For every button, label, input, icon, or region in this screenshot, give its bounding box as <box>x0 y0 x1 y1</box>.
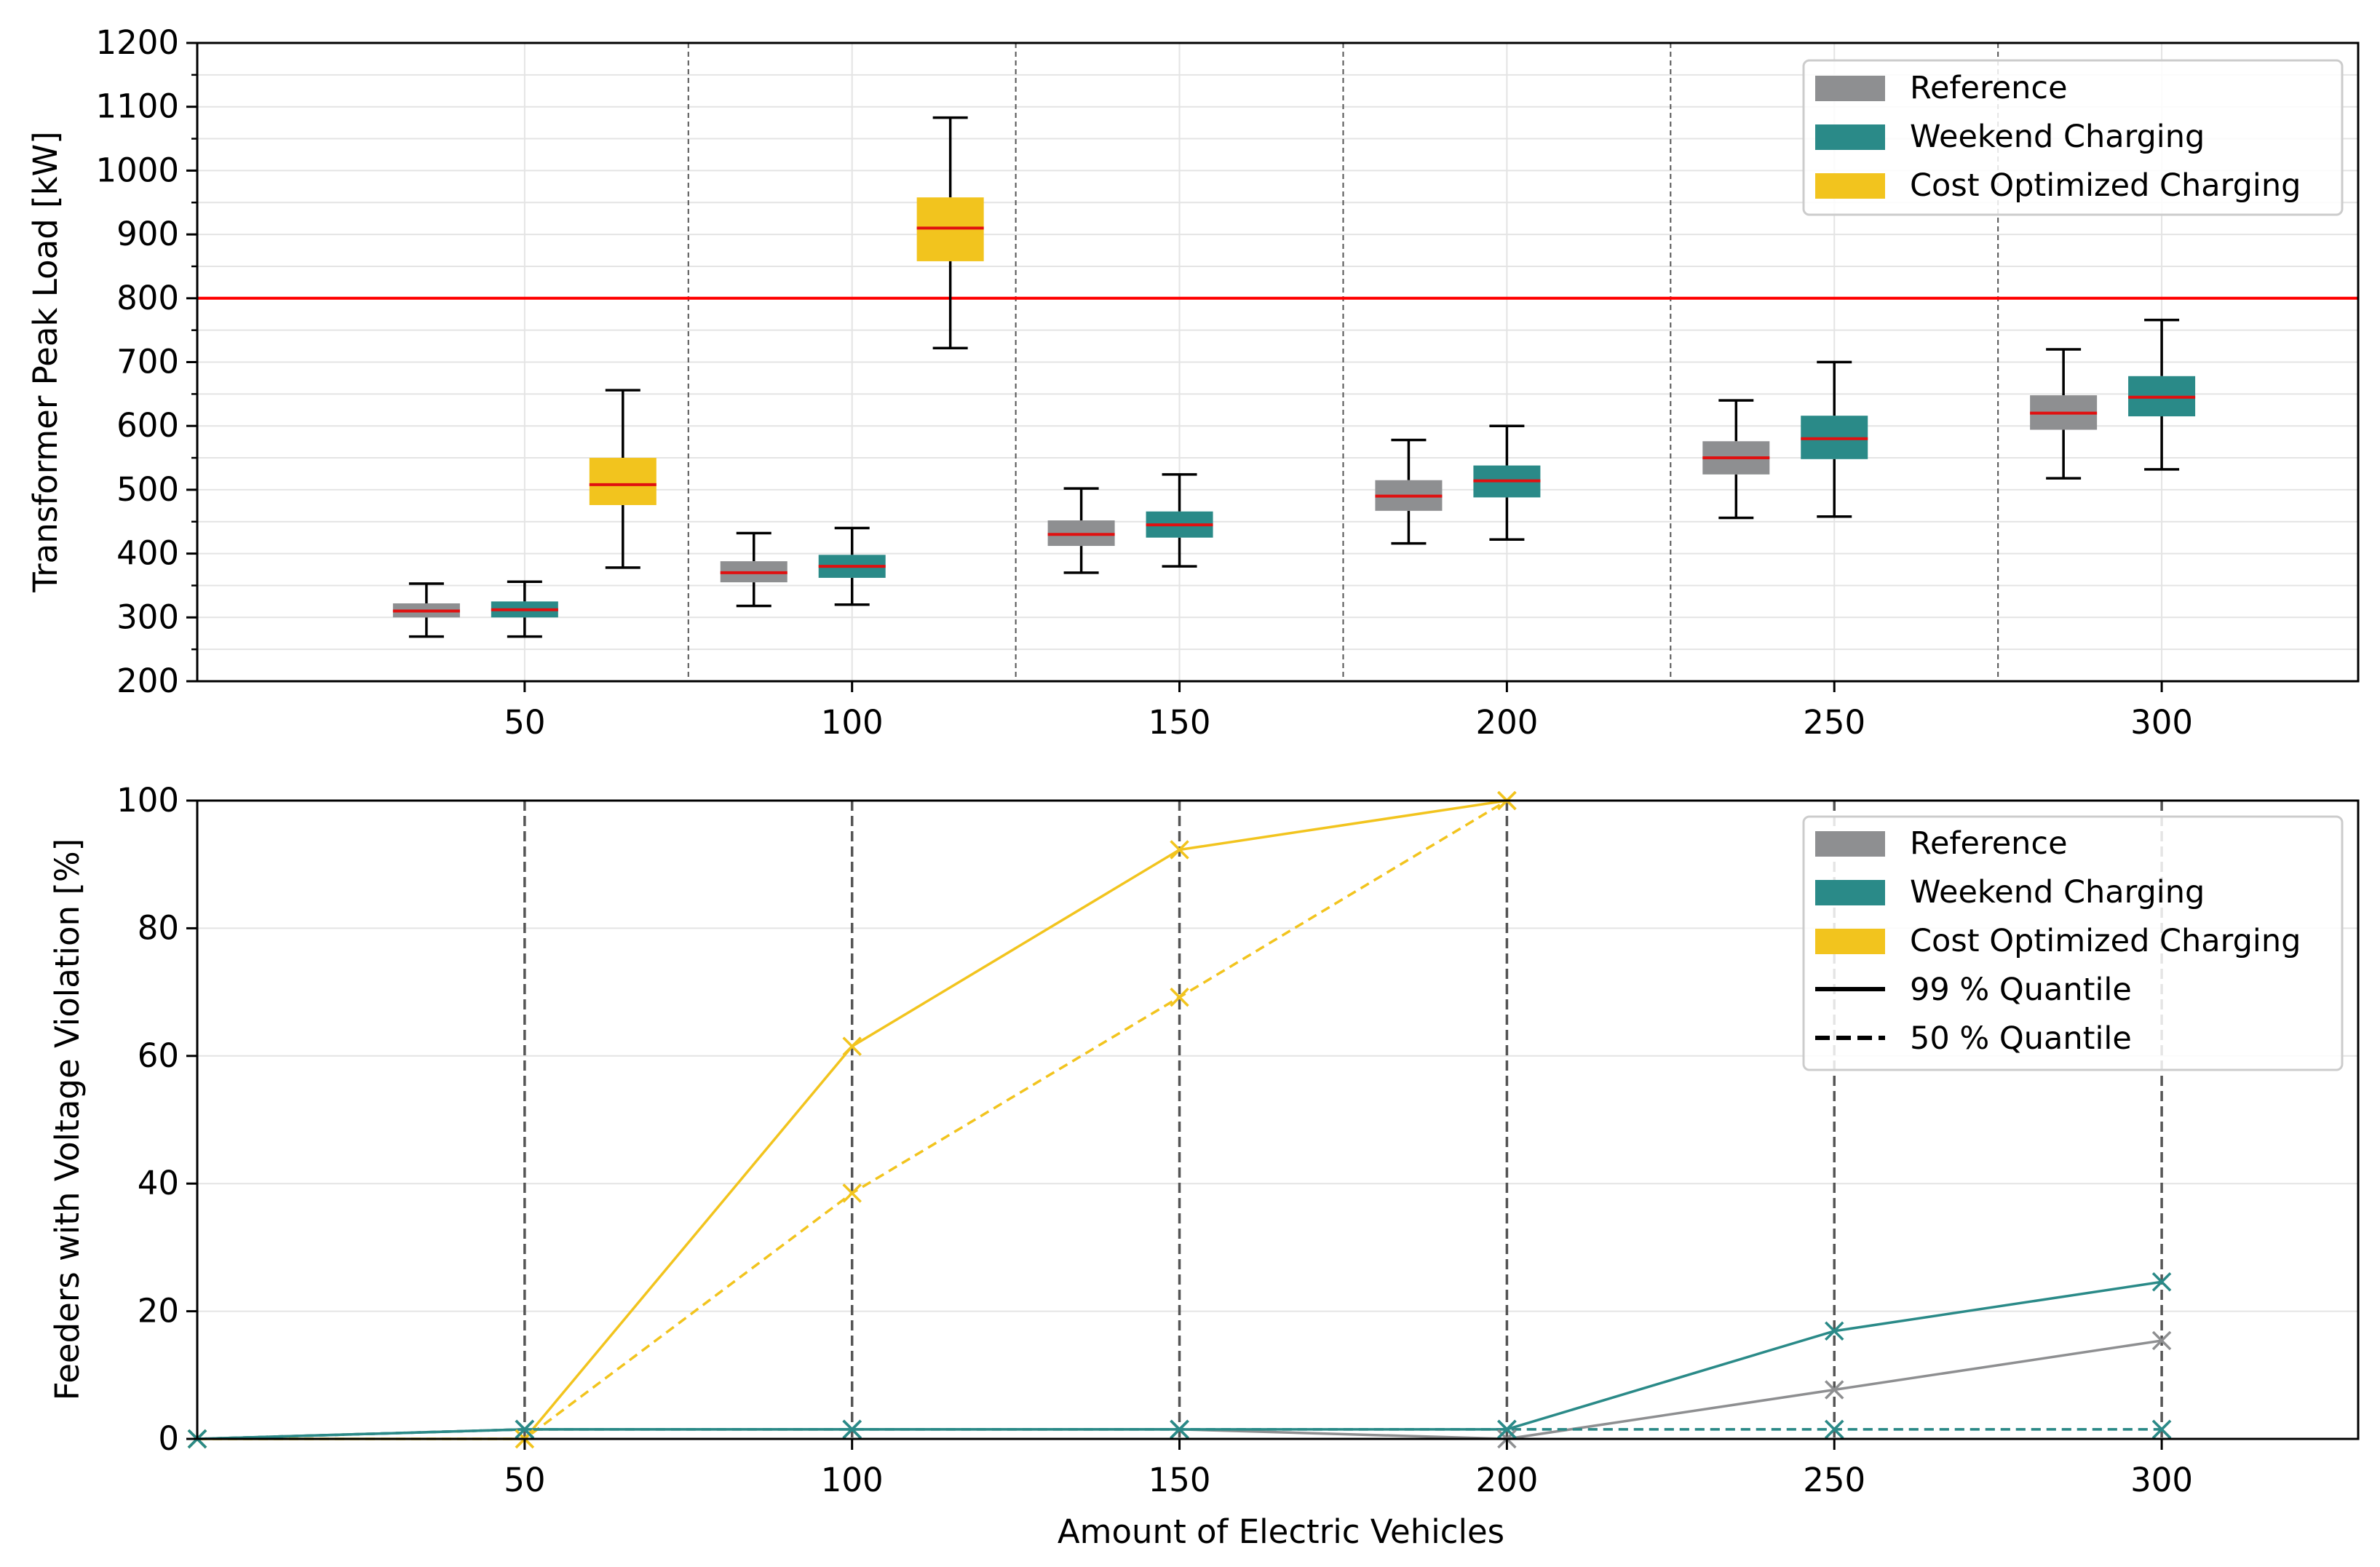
bottom-y-tick-label: 100 <box>116 781 179 820</box>
box-weekend-charging-200 <box>1473 424 1541 541</box>
bottom-axes-frame <box>196 799 2360 1440</box>
top-y-tick-label: 200 <box>116 662 179 700</box>
x-axis-label: Amount of Electric Vehicles <box>1058 1512 1504 1551</box>
marker-x <box>1170 1419 1189 1440</box>
legend-swatch-weekend <box>1815 124 1885 150</box>
bottom-x-tick-label: 250 <box>1803 1461 1865 1499</box>
box-reference-185 <box>1375 438 1443 545</box>
top-x-tick-label: 200 <box>1475 703 1538 742</box>
legend-label-cost: Cost Optimized Charging <box>1910 923 2301 959</box>
top-y-ticks: 200 300 400 500 600 700 800 900 1000 1100 1200 <box>95 23 197 700</box>
box-weekend-charging-100 <box>818 526 886 606</box>
top-x-tick-label: 100 <box>821 703 884 742</box>
box-reference-235 <box>1702 399 1770 520</box>
marker-x <box>842 1036 862 1056</box>
legend-swatch-reference <box>1815 831 1885 857</box>
top-y-tick-label: 1200 <box>95 23 179 62</box>
legend-label-weekend: Weekend Charging <box>1910 119 2205 155</box>
top-y-tick-label: 400 <box>116 534 179 573</box>
bottom-y-ticks: 0 20 40 60 80 100 <box>116 781 197 1458</box>
marker-x <box>2151 1330 2172 1351</box>
box-body <box>589 458 657 505</box>
marker-x <box>515 1419 535 1440</box>
legend-label-cost: Cost Optimized Charging <box>1910 167 2301 204</box>
bottom-x-tick-label: 150 <box>1149 1461 1211 1499</box>
legend-swatch-cost <box>1815 929 1885 954</box>
top-y-tick-label: 600 <box>116 406 179 445</box>
bottom-y-tick-label: 20 <box>138 1292 179 1330</box>
top-y-axis-label: Transformer Peak Load [kW] <box>26 131 65 592</box>
bottom-y-tick-label: 0 <box>158 1419 179 1458</box>
marker-x <box>842 1419 862 1440</box>
box-weekend-charging-250 <box>1801 360 1868 518</box>
marker-x <box>1170 987 1189 1007</box>
marker-x <box>2151 1272 2172 1292</box>
bottom-y-tick-label: 80 <box>138 908 179 947</box>
box-reference-35 <box>392 582 460 638</box>
bottom-y-axis-label: Feeders with Voltage Violation [%] <box>48 838 87 1400</box>
bottom-legend: Reference Weekend Charging Cost Optimize… <box>1802 815 2344 1071</box>
bottom-x-ticks: 50 100 150 200 250 300 <box>504 1439 2193 1499</box>
top-x-tick-label: 150 <box>1149 703 1211 742</box>
legend-label-99-quantile: 99 % Quantile <box>1910 972 2132 1008</box>
box-cost-optimized-charging-115 <box>916 116 984 349</box>
marker-x <box>1170 840 1189 860</box>
box-reference-285 <box>2030 348 2098 480</box>
legend-swatch-reference <box>1815 76 1885 101</box>
box-cost-optimized-charging-65 <box>589 389 657 569</box>
bottom-y-tick-label: 40 <box>138 1164 179 1202</box>
top-y-tick-label: 900 <box>116 215 179 253</box>
box-reference-85 <box>720 531 788 608</box>
bottom-x-tick-label: 100 <box>821 1461 884 1499</box>
top-y-tick-label: 300 <box>116 598 179 636</box>
bottom-x-tick-label: 200 <box>1475 1461 1538 1499</box>
legend-swatch-weekend <box>1815 880 1885 905</box>
legend-swatch-cost <box>1815 173 1885 199</box>
top-y-tick-label: 800 <box>116 279 179 317</box>
top-boxes <box>392 116 2196 638</box>
top-x-tick-label: 250 <box>1803 703 1865 742</box>
top-y-tick-label: 1000 <box>95 151 179 189</box>
bottom-x-tick-label: 300 <box>2130 1461 2193 1499</box>
bottom-y-tick-label: 60 <box>138 1036 179 1075</box>
top-x-tick-label: 50 <box>504 703 545 742</box>
marker-x <box>1497 1419 1517 1440</box>
top-legend: Reference Weekend Charging Cost Optimize… <box>1802 59 2344 216</box>
top-y-tick-label: 500 <box>116 470 179 509</box>
top-x-ticks: 50 100 150 200 250 300 <box>504 681 2193 742</box>
box-weekend-charging-50 <box>491 580 558 638</box>
marker-x <box>842 1183 862 1203</box>
top-y-tick-label: 700 <box>116 343 179 381</box>
bottom-legend-frame <box>1802 815 2344 1071</box>
legend-label-50-quantile: 50 % Quantile <box>1910 1020 2132 1057</box>
box-reference-135 <box>1047 487 1115 574</box>
legend-label-reference: Reference <box>1910 825 2068 862</box>
marker-x <box>1825 1321 1844 1341</box>
legend-label-weekend: Weekend Charging <box>1910 874 2205 911</box>
marker-x <box>2151 1419 2172 1440</box>
box-weekend-charging-300 <box>2128 318 2196 471</box>
top-panel: 200 300 400 500 600 700 800 900 1000 1100 1200 50 1… <box>26 23 2360 742</box>
top-legend-frame <box>1802 59 2344 216</box>
top-x-tick-label: 300 <box>2130 703 2193 742</box>
box-weekend-charging-150 <box>1146 473 1213 568</box>
marker-x <box>1825 1380 1844 1400</box>
top-y-tick-label: 1100 <box>95 87 179 126</box>
marker-x <box>1825 1419 1844 1440</box>
legend-label-reference: Reference <box>1910 70 2068 106</box>
bottom-x-tick-label: 50 <box>504 1461 545 1499</box>
bottom-panel: 0 20 40 60 80 100 50 100 150 200 250 300 Feeders w… <box>48 781 2360 1551</box>
